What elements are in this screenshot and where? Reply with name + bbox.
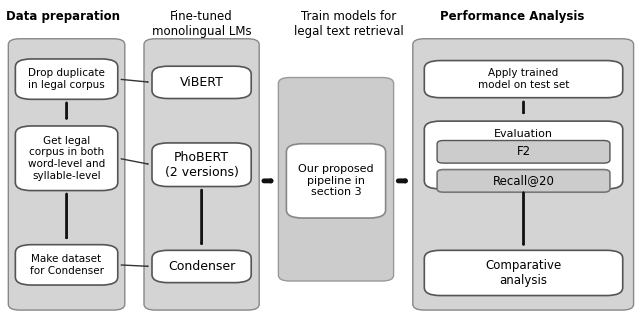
FancyBboxPatch shape: [152, 143, 251, 186]
FancyBboxPatch shape: [424, 61, 623, 98]
Text: Make dataset
for Condenser: Make dataset for Condenser: [29, 254, 104, 276]
Text: Drop duplicate
in legal corpus: Drop duplicate in legal corpus: [28, 68, 105, 90]
FancyBboxPatch shape: [152, 66, 251, 99]
FancyBboxPatch shape: [424, 121, 623, 189]
FancyBboxPatch shape: [15, 245, 118, 285]
Text: F2: F2: [516, 145, 531, 158]
FancyBboxPatch shape: [8, 39, 125, 310]
Text: PhoBERT
(2 versions): PhoBERT (2 versions): [164, 151, 239, 179]
Text: Evaluation: Evaluation: [494, 129, 553, 139]
Text: Condenser: Condenser: [168, 260, 236, 273]
Text: Performance Analysis: Performance Analysis: [440, 10, 584, 23]
Text: Apply trained
model on test set: Apply trained model on test set: [478, 68, 569, 90]
Text: Get legal
corpus in both
word-level and
syllable-level: Get legal corpus in both word-level and …: [28, 136, 105, 181]
Text: Recall@20: Recall@20: [493, 174, 554, 187]
Text: Fine-tuned
monolingual LMs: Fine-tuned monolingual LMs: [152, 10, 252, 38]
Text: Our proposed
pipeline in
section 3: Our proposed pipeline in section 3: [298, 164, 374, 197]
FancyBboxPatch shape: [15, 126, 118, 191]
Text: Comparative
analysis: Comparative analysis: [485, 259, 562, 287]
FancyBboxPatch shape: [15, 59, 118, 99]
FancyBboxPatch shape: [437, 141, 610, 163]
FancyBboxPatch shape: [278, 78, 394, 281]
FancyBboxPatch shape: [144, 39, 259, 310]
Text: ViBERT: ViBERT: [180, 76, 223, 89]
Text: Data preparation: Data preparation: [6, 10, 120, 23]
FancyBboxPatch shape: [287, 144, 385, 218]
FancyBboxPatch shape: [424, 250, 623, 296]
FancyBboxPatch shape: [413, 39, 634, 310]
FancyBboxPatch shape: [437, 170, 610, 192]
FancyBboxPatch shape: [152, 250, 251, 283]
Text: Train models for
legal text retrieval: Train models for legal text retrieval: [294, 10, 404, 38]
